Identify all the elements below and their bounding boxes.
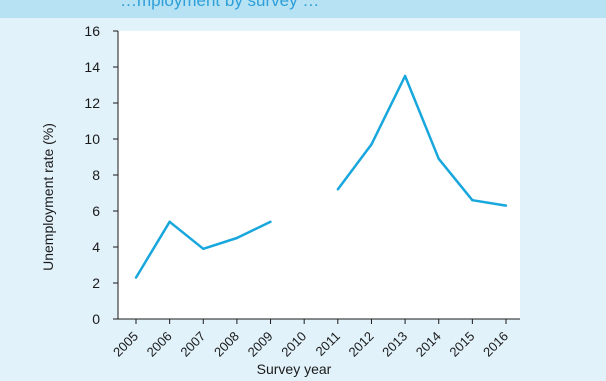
data-point-2014 [437,157,440,160]
data-point-2005 [134,276,138,279]
data-point-2007 [202,247,205,250]
x-tick-label: 2005 [110,329,141,360]
x-tick-label: 2016 [480,329,511,360]
data-point-2015 [471,199,474,202]
y-tick-label: 2 [92,275,100,291]
x-tick-label: 2007 [177,329,208,360]
x-tick-label: 2010 [278,329,309,360]
x-tick-label: 2008 [211,329,242,360]
figure-title-band: …mployment by survey … [0,0,606,18]
y-tick-label: 8 [92,167,100,183]
data-point-2008 [235,236,239,240]
data-point-2011 [336,188,340,191]
x-tick-label: 2009 [245,329,276,360]
y-tick-label: 0 [92,311,100,327]
x-tick-label: 2015 [446,329,477,360]
chart-panel: 0 2 4 6 8 10 12 14 16 2005 2006 2007 2008 2009 2010 20… [24,18,582,381]
x-tick-label: 2012 [346,329,377,360]
figure-title: …mployment by survey … [120,0,320,10]
y-tick-label: 10 [84,131,100,147]
x-tick-label: 2011 [313,329,343,359]
data-point-2006 [168,220,171,223]
series-line-segment-2 [336,74,507,207]
x-tick-label: 2006 [144,329,175,360]
data-point-2009 [269,220,272,223]
data-point-2016 [504,204,508,207]
data-point-2013 [403,74,407,78]
x-tick-label: 2013 [379,329,410,360]
x-tick-label: 2014 [413,329,444,360]
data-point-2012 [370,143,373,146]
y-tick-label: 6 [92,203,100,219]
x-axis-label: Survey year [257,361,332,377]
y-tick-label: 4 [92,239,100,255]
y-tick-label: 16 [84,23,100,39]
plot-area [118,31,520,319]
y-tick-label: 12 [84,95,100,111]
y-tick-label: 14 [84,59,100,75]
y-axis-label: Unemployment rate (%) [40,123,56,271]
